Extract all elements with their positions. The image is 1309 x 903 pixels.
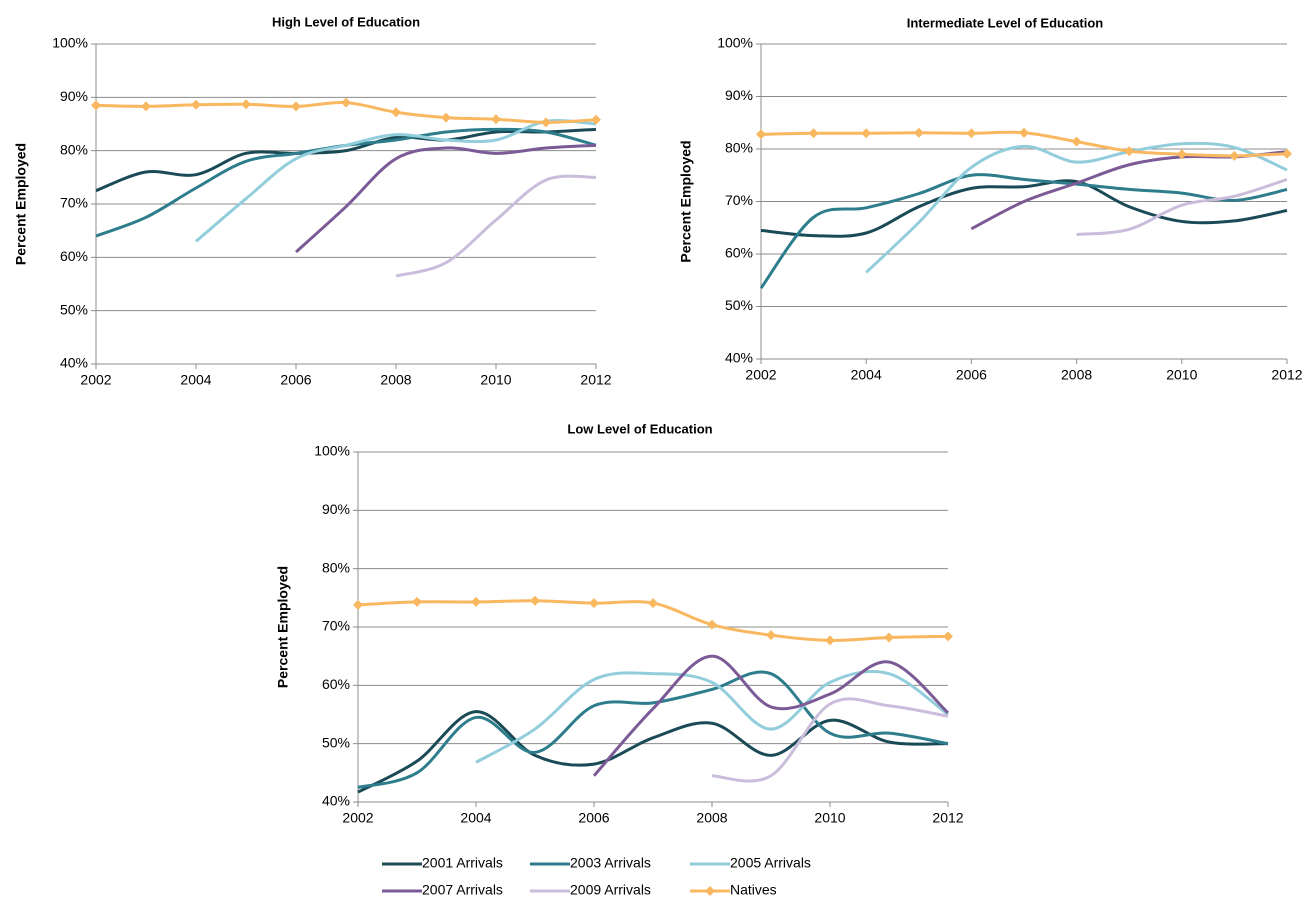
series-line xyxy=(592,654,950,777)
x-tick-label: 2012 xyxy=(580,372,611,388)
series-line xyxy=(195,119,597,243)
data-point xyxy=(441,112,451,123)
series-line xyxy=(1076,178,1288,237)
data-point xyxy=(966,128,977,139)
data-point xyxy=(825,635,835,646)
series-line xyxy=(759,173,1288,290)
data-point xyxy=(589,598,599,609)
y-tick-label: 70% xyxy=(725,192,753,208)
legend-label: 2003 Arrivals xyxy=(570,855,651,871)
y-tick-label: 80% xyxy=(725,140,753,156)
series-line xyxy=(357,670,949,789)
series-line xyxy=(95,127,597,193)
y-tick-label: 60% xyxy=(60,248,88,264)
y-tick-label: 100% xyxy=(52,35,88,51)
x-tick-label: 2010 xyxy=(1166,367,1197,383)
data-point xyxy=(291,101,301,112)
y-axis-label: Percent Employed xyxy=(275,566,291,688)
y-tick-label: 100% xyxy=(717,35,753,51)
series-line xyxy=(760,179,1288,238)
data-point xyxy=(1019,127,1029,138)
y-tick-label: 90% xyxy=(725,87,753,103)
y-tick-label: 60% xyxy=(322,676,350,692)
x-tick-label: 2004 xyxy=(460,810,491,826)
chart-title: Low Level of Education xyxy=(567,421,712,436)
series-line xyxy=(865,141,1288,274)
y-tick-label: 90% xyxy=(60,88,88,104)
data-point xyxy=(191,99,201,110)
data-point xyxy=(412,596,422,607)
data-point xyxy=(353,599,363,610)
data-point xyxy=(913,127,924,138)
chart-title: High Level of Education xyxy=(272,14,420,29)
data-point xyxy=(808,128,819,139)
data-point xyxy=(861,128,872,139)
legend-label: Natives xyxy=(730,882,777,898)
x-tick-label: 2010 xyxy=(480,372,511,388)
x-tick-label: 2008 xyxy=(380,372,411,388)
y-axis-label: Percent Employed xyxy=(13,143,29,265)
x-tick-label: 2004 xyxy=(851,367,882,383)
x-tick-label: 2012 xyxy=(932,810,963,826)
series-line xyxy=(294,143,597,254)
y-tick-label: 40% xyxy=(725,350,753,366)
data-point xyxy=(1229,150,1240,161)
data-point xyxy=(884,632,894,643)
data-point xyxy=(541,117,551,128)
legend-label: 2005 Arrivals xyxy=(730,855,811,871)
data-point xyxy=(756,129,766,140)
data-point xyxy=(591,114,601,125)
data-point xyxy=(341,97,351,108)
series-line xyxy=(357,710,949,794)
y-tick-label: 70% xyxy=(322,618,350,634)
x-tick-label: 2012 xyxy=(1271,367,1302,383)
y-axis-label: Percent Employed xyxy=(678,140,694,262)
y-tick-label: 50% xyxy=(322,734,350,750)
y-tick-label: 80% xyxy=(322,559,350,575)
legend-label: 2009 Arrivals xyxy=(570,882,651,898)
y-tick-label: 40% xyxy=(322,793,350,809)
x-tick-label: 2006 xyxy=(578,810,609,826)
legend-label: 2001 Arrivals xyxy=(422,855,503,871)
y-tick-label: 80% xyxy=(60,141,88,157)
data-point xyxy=(391,107,401,118)
data-point xyxy=(471,596,481,607)
data-point xyxy=(1124,146,1135,157)
data-point xyxy=(491,114,501,125)
data-point xyxy=(1176,149,1187,160)
x-tick-label: 2006 xyxy=(280,372,311,388)
data-point xyxy=(648,598,658,609)
x-tick-label: 2002 xyxy=(80,372,111,388)
x-tick-label: 2006 xyxy=(956,367,987,383)
series-line xyxy=(711,697,949,783)
y-tick-label: 70% xyxy=(60,195,88,211)
x-tick-label: 2002 xyxy=(342,810,373,826)
data-point xyxy=(707,619,717,630)
legend-label: 2007 Arrivals xyxy=(422,882,503,898)
data-point xyxy=(141,101,151,112)
y-tick-label: 50% xyxy=(60,301,88,317)
x-tick-label: 2004 xyxy=(180,372,211,388)
legend-marker xyxy=(705,886,715,896)
series-line xyxy=(475,669,949,764)
series-line xyxy=(395,174,597,278)
y-tick-label: 40% xyxy=(60,355,88,371)
y-tick-label: 90% xyxy=(322,501,350,517)
data-point xyxy=(241,99,251,110)
y-tick-label: 50% xyxy=(725,297,753,313)
y-tick-label: 100% xyxy=(314,443,350,459)
data-point xyxy=(1071,136,1082,147)
data-point xyxy=(530,595,540,606)
x-tick-label: 2010 xyxy=(814,810,845,826)
x-tick-label: 2008 xyxy=(696,810,727,826)
data-point xyxy=(766,630,776,641)
y-tick-label: 60% xyxy=(725,245,753,261)
data-point xyxy=(91,100,101,111)
data-point xyxy=(1282,148,1292,159)
data-point xyxy=(943,631,953,642)
x-tick-label: 2002 xyxy=(745,367,776,383)
chart-title: Intermediate Level of Education xyxy=(907,15,1104,30)
x-tick-label: 2008 xyxy=(1061,367,1092,383)
